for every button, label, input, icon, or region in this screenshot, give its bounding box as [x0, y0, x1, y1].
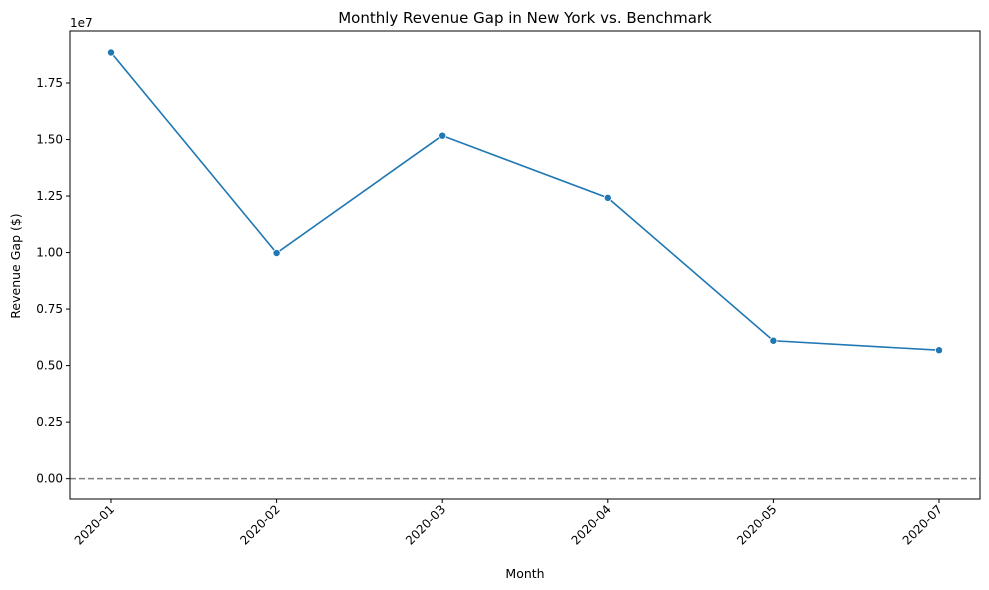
y-tick-label: 0.50: [36, 359, 63, 373]
y-offset-label: 1e7: [70, 16, 93, 30]
axes-frame: [69, 30, 981, 500]
data-point: [272, 249, 281, 258]
x-tick-label: 2020-01: [72, 502, 117, 547]
x-tick-label: 2020-07: [900, 502, 945, 547]
y-axis-label: Revenue Gap ($): [8, 213, 23, 318]
plot-area: 0.00 0.25 0.50 0.75 1.00 1.25 1.50 1.75 2020-01 2…: [36, 30, 981, 548]
y-tick-label: 1.25: [36, 189, 63, 203]
data-point: [438, 131, 447, 140]
y-tick-label: 0.25: [36, 415, 63, 429]
y-tick-label: 0.75: [36, 302, 63, 316]
y-tick-label: 1.75: [36, 76, 63, 90]
chart-title: Monthly Revenue Gap in New York vs. Benc…: [338, 9, 712, 27]
y-tick-label: 1.50: [36, 133, 63, 147]
y-tick-label: 0.00: [36, 472, 63, 486]
series-line: [110, 51, 940, 352]
x-axis-label: Month: [505, 566, 544, 581]
x-tick-label: 2020-04: [569, 502, 614, 547]
x-tick-label: 2020-02: [237, 502, 282, 547]
x-tick-label: 2020-05: [734, 502, 779, 547]
data-point: [769, 336, 778, 345]
data-point: [603, 193, 612, 202]
data-point: [935, 346, 944, 355]
y-tick-label: 1.00: [36, 246, 63, 260]
data-point: [107, 48, 116, 57]
x-tick-label: 2020-03: [403, 502, 448, 547]
